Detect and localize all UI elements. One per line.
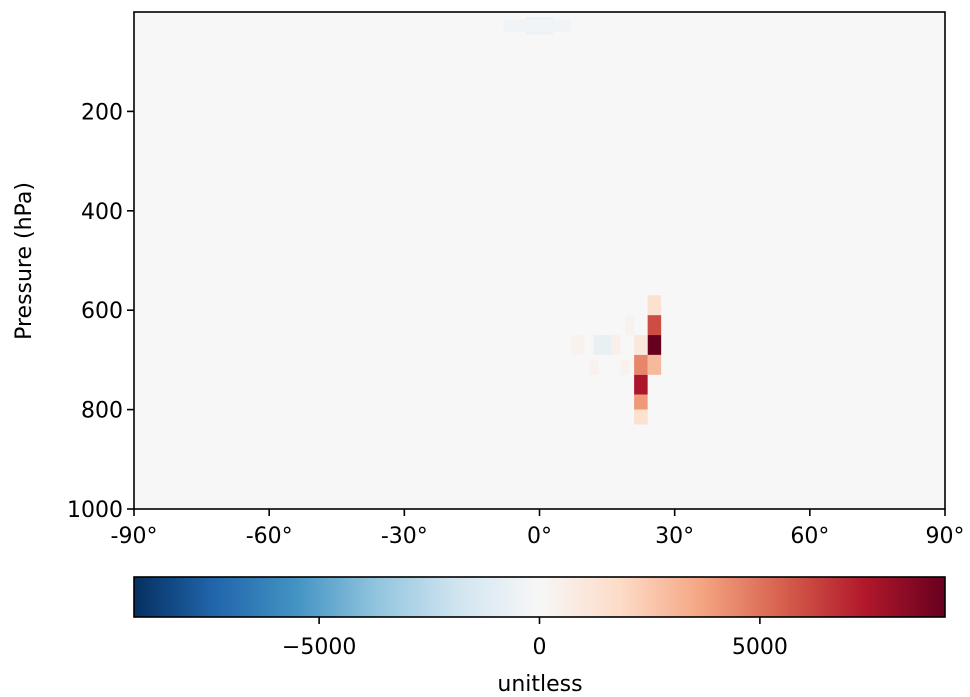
colorbar-tick-label: 5000 bbox=[732, 635, 788, 660]
heatmap-cell bbox=[647, 335, 662, 355]
heatmap-cell bbox=[634, 394, 648, 410]
heatmap-cell bbox=[611, 335, 621, 355]
y-tick-label: 600 bbox=[81, 299, 123, 324]
x-tick-label: -90° bbox=[111, 524, 158, 549]
heatmap-cell bbox=[593, 335, 617, 355]
heatmap-cell bbox=[647, 295, 662, 316]
y-axis-label: Pressure (hPa) bbox=[12, 182, 37, 340]
y-tick-label: 400 bbox=[81, 200, 123, 225]
heatmap-cell bbox=[571, 335, 585, 355]
y-tick-label: 1000 bbox=[67, 498, 123, 523]
colorbar: −5000 0 5000 unitless bbox=[133, 576, 946, 697]
y-axis: 200 400 600 800 1000 bbox=[67, 100, 134, 523]
y-tick-label: 800 bbox=[81, 399, 123, 424]
x-tick-label: 0° bbox=[527, 524, 552, 549]
heatmap-cell bbox=[647, 354, 662, 375]
colorbar-gradient bbox=[133, 576, 946, 618]
x-axis: -90° -60° -30° 0° 30° 60° 90° bbox=[111, 509, 965, 549]
heatmap-cell bbox=[589, 359, 599, 375]
heatmap-background bbox=[134, 12, 945, 509]
colorbar-tick-label: −5000 bbox=[282, 635, 356, 660]
x-tick-label: 60° bbox=[790, 524, 829, 549]
x-tick-label: 30° bbox=[655, 524, 694, 549]
heatmap-cell bbox=[503, 19, 572, 32]
y-tick-label: 200 bbox=[81, 100, 123, 125]
heatmap-cell bbox=[647, 315, 662, 336]
colorbar-label: unitless bbox=[497, 672, 582, 697]
plot-area bbox=[134, 12, 945, 509]
heatmap-cell bbox=[620, 359, 630, 375]
colorbar-tick-label: 0 bbox=[533, 635, 547, 660]
colorbar-ticks: −5000 0 5000 bbox=[282, 617, 788, 660]
heatmap-cell bbox=[634, 374, 648, 395]
heatmap-cell bbox=[625, 315, 635, 336]
x-tick-label: 90° bbox=[926, 524, 965, 549]
heatmap-cell bbox=[634, 354, 648, 375]
heatmap-cell bbox=[634, 335, 648, 355]
x-tick-label: -30° bbox=[381, 524, 428, 549]
x-tick-label: -60° bbox=[246, 524, 293, 549]
heatmap-cell bbox=[634, 409, 648, 425]
